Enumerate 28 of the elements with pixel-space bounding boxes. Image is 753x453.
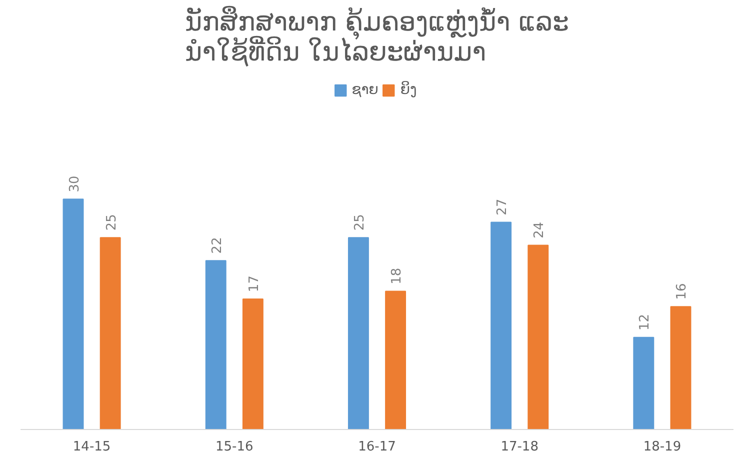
bar bbox=[670, 306, 692, 430]
bar bbox=[348, 237, 369, 430]
data-label: 25 bbox=[352, 214, 368, 231]
data-label: 16 bbox=[674, 283, 690, 300]
data-label: 30 bbox=[67, 176, 82, 192]
x-tick-label: 17-18 bbox=[500, 440, 538, 453]
x-tick-label: 15-16 bbox=[216, 440, 254, 453]
data-label: 25 bbox=[104, 214, 120, 231]
bar bbox=[633, 336, 654, 430]
data-label: 17 bbox=[246, 276, 262, 292]
bar bbox=[100, 237, 121, 430]
data-label: 18 bbox=[390, 268, 405, 284]
bar bbox=[528, 244, 549, 430]
data-label: 24 bbox=[532, 222, 548, 238]
data-label: 22 bbox=[210, 237, 225, 254]
data-label: 27 bbox=[495, 198, 510, 216]
x-tick-label: 16-17 bbox=[358, 440, 396, 453]
x-tick-label: 14-15 bbox=[72, 440, 111, 453]
legend-label: ຊາຍ bbox=[352, 82, 378, 98]
x-tick-label: 18-19 bbox=[643, 440, 682, 453]
bar bbox=[490, 222, 512, 430]
bar bbox=[242, 298, 264, 430]
data-label: 12 bbox=[638, 314, 653, 330]
bar bbox=[62, 198, 84, 430]
bar bbox=[385, 290, 406, 430]
chart-title: ນັກສຶກສາພາກ ຄຸ້ມຄອງແຫຼ່ງນ້ຳ ແລະ ນຳໃຊ້ທີ່ດິນ ໃນໄລຍະຜ່ານມາ bbox=[185, 4, 569, 68]
bar bbox=[205, 260, 226, 430]
legend-label: ຍິງ bbox=[400, 82, 418, 98]
